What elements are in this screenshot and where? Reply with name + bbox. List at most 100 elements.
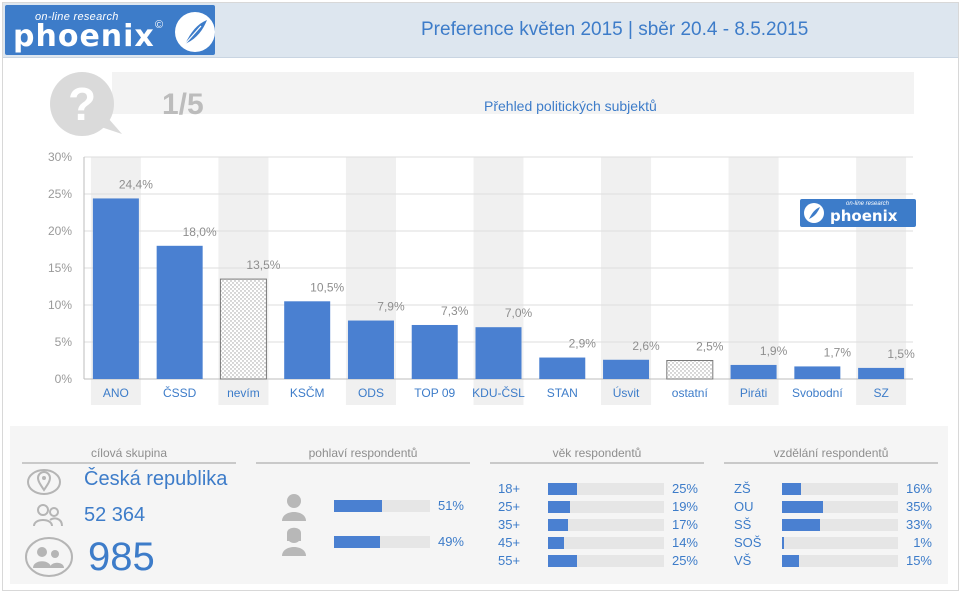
gender-heading: pohlaví respondentů	[256, 446, 470, 464]
column-stripe	[856, 157, 907, 405]
x-tick-label: KSČM	[290, 385, 325, 400]
logo-tagline: on-line research	[35, 11, 119, 23]
bar-fill	[334, 536, 381, 548]
x-tick-label: nevím	[227, 386, 260, 400]
row-percent: 25%	[671, 553, 698, 568]
bar-track	[782, 483, 898, 495]
target-country: Česká republika	[84, 468, 228, 490]
data-label: 1,7%	[824, 345, 852, 359]
bar-ANO	[92, 198, 139, 379]
bar-fill	[782, 501, 823, 513]
data-label: 2,6%	[632, 339, 660, 353]
respondent-count: 985	[88, 535, 155, 579]
x-tick-label: ODS	[358, 386, 384, 400]
phoenix-logo: on-line research phoenix ©	[5, 5, 215, 55]
row-label: VŠ	[734, 553, 752, 568]
data-label: 13,5%	[246, 258, 280, 272]
bar-nevím	[219, 278, 267, 380]
watermark-tagline: on-line research	[846, 201, 890, 207]
bar-fill	[782, 519, 821, 531]
watermark-logo: on-line research phoenix	[800, 199, 916, 227]
data-label: 24,4%	[119, 177, 153, 191]
male-icon	[282, 494, 306, 521]
row-percent: 19%	[671, 499, 698, 514]
question-title: Přehled politických subjektů	[484, 98, 657, 114]
header: on-line research phoenix © Preference kv…	[3, 3, 958, 58]
row-label: OU	[734, 499, 754, 514]
x-tick-label: Úsvit	[613, 385, 640, 400]
x-tick-label: ostatní	[672, 386, 709, 400]
age-heading: věk respondentů	[490, 446, 704, 464]
row-label: 55+	[498, 553, 521, 568]
bar-fill	[782, 537, 784, 549]
bar-fill	[334, 500, 382, 512]
data-label: 2,5%	[696, 340, 724, 354]
x-tick-label: TOP 09	[414, 386, 455, 400]
bar-fill	[548, 537, 565, 549]
row-percent: 14%	[671, 535, 698, 550]
bar-Úsvit	[603, 359, 650, 379]
row-label: 35+	[498, 517, 521, 532]
bar-track	[548, 555, 664, 567]
bar-KDU-ČSL	[475, 327, 522, 379]
row-percent: 25%	[671, 481, 698, 496]
bar-Svobodní	[794, 366, 841, 379]
users-icon	[33, 504, 63, 527]
bar-track	[782, 519, 898, 531]
panel-size: 52 364	[84, 504, 146, 526]
row-label: ZŠ	[734, 481, 751, 496]
data-label: 18,0%	[183, 225, 217, 239]
bar-track	[782, 537, 898, 549]
logo-wordmark: phoenix	[13, 19, 155, 54]
bar-track	[548, 537, 664, 549]
bar-track	[548, 519, 664, 531]
bar-fill	[548, 501, 571, 513]
location-pin-icon	[27, 469, 61, 495]
row-percent: 17%	[671, 517, 698, 532]
y-tick-label: 10%	[48, 298, 72, 312]
data-label: 2,9%	[569, 337, 597, 351]
bar-track	[548, 501, 664, 513]
svg-text:?: ?	[68, 78, 96, 130]
y-tick-label: 25%	[48, 187, 72, 201]
bar-KSČM	[284, 301, 331, 379]
bar-fill	[548, 555, 577, 567]
bar-ODS	[347, 320, 394, 379]
target-heading: cílová skupina	[22, 446, 236, 464]
x-tick-label: SZ	[873, 386, 888, 400]
x-tick-label: STAN	[547, 386, 578, 400]
bar-track	[548, 483, 664, 495]
row-percent: 1%	[913, 535, 932, 550]
y-tick-label: 5%	[55, 335, 73, 349]
x-tick-label: Svobodní	[792, 386, 843, 400]
bar-STAN	[539, 357, 586, 379]
y-tick-label: 0%	[55, 372, 73, 386]
bar-SZ	[858, 367, 905, 379]
data-label: 7,9%	[377, 300, 405, 314]
question-number: 1/5	[162, 88, 204, 121]
bar-track	[782, 501, 898, 513]
row-label: SŠ	[734, 517, 752, 532]
bar-Piráti	[730, 364, 777, 379]
x-tick-label: ANO	[103, 386, 129, 400]
bar-TOP 09	[411, 324, 458, 379]
row-percent: 49%	[437, 534, 464, 549]
x-tick-label: KDU-ČSL	[472, 385, 525, 400]
feather-icon	[804, 203, 824, 223]
y-tick-label: 15%	[48, 261, 72, 275]
bar-fill	[782, 483, 801, 495]
bar-fill	[782, 555, 800, 567]
party-preference-chart: 0% 5% 10% 15% 20% 25% 30% 24,4% 18,0% 13,5% 10,5%…	[48, 150, 915, 405]
bar-fill	[548, 483, 577, 495]
data-label: 10,5%	[310, 280, 344, 294]
question-bubble-icon: ?	[50, 72, 122, 136]
data-label: 1,5%	[887, 347, 915, 361]
row-percent: 35%	[905, 499, 932, 514]
row-percent: 51%	[437, 498, 464, 513]
bar-ČSSD	[156, 245, 203, 379]
respondents-group-icon	[25, 537, 73, 577]
x-tick-label: ČSSD	[163, 385, 197, 400]
education-heading: vzdělání respondentů	[724, 446, 938, 464]
bar-track	[782, 555, 898, 567]
feather-icon	[175, 12, 215, 52]
